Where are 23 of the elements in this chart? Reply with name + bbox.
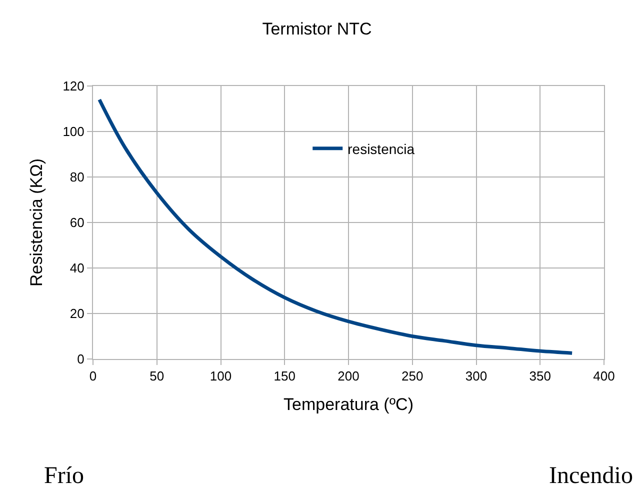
x-tick-label: 150 <box>274 368 296 384</box>
x-tick-label: 400 <box>593 368 615 384</box>
y-tick-label: 0 <box>77 352 84 367</box>
x-tick-label: 100 <box>210 368 232 384</box>
y-tick-label: 20 <box>70 306 84 322</box>
x-tick-label: 50 <box>150 368 164 384</box>
chart-title: Termistor NTC <box>262 19 372 38</box>
y-tick-label: 40 <box>70 260 84 276</box>
text: Incendio <box>549 463 633 489</box>
y-axis-title: Resistencia (KΩ) <box>27 158 46 286</box>
y-tick-label: 60 <box>70 215 84 230</box>
x-tick-label: 300 <box>465 368 488 384</box>
text: Frío <box>44 463 84 489</box>
y-tick-label: 100 <box>62 124 84 140</box>
y-tick-label: 120 <box>62 78 84 94</box>
x-tick-label: 250 <box>402 368 424 384</box>
x-tick-label: 0 <box>89 368 97 384</box>
legend-label: resistencia <box>348 140 415 157</box>
x-tick-label: 350 <box>529 368 551 384</box>
x-tick-label: 200 <box>338 368 360 384</box>
line-series <box>98 98 574 355</box>
y-tick-label: 80 <box>70 170 84 185</box>
x-axis-title: Temperatura (ºC) <box>284 395 414 414</box>
